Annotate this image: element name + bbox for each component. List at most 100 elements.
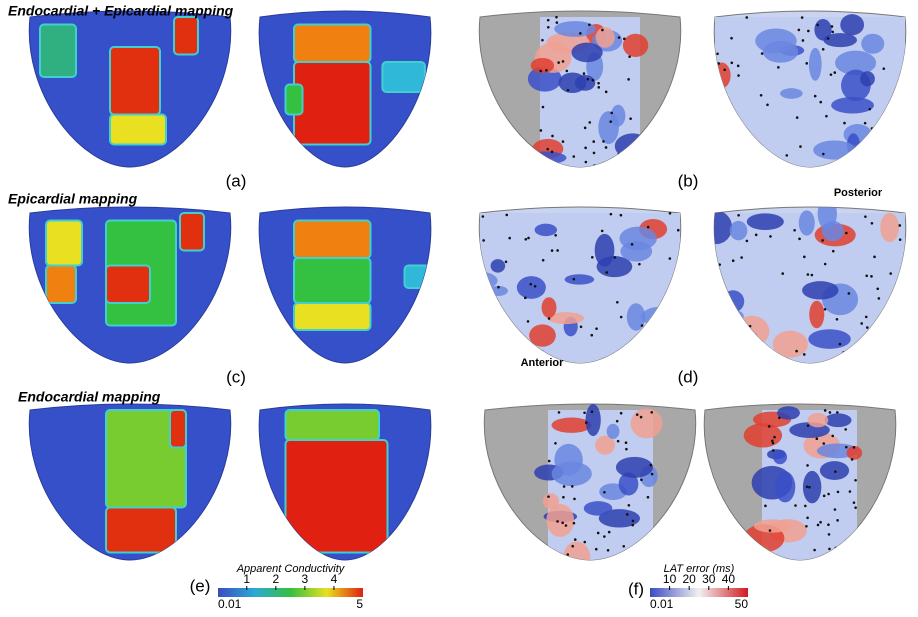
sample-point <box>605 91 608 94</box>
patches <box>700 197 905 363</box>
view-label: Anterior <box>521 357 565 369</box>
sample-point <box>583 72 586 75</box>
sample-point <box>732 321 735 324</box>
sample-point <box>567 89 570 92</box>
patch <box>744 423 783 447</box>
patch <box>722 290 744 312</box>
panel-label: (c) <box>226 367 246 386</box>
sample-point <box>761 52 764 55</box>
patches <box>462 212 681 364</box>
sample-point <box>851 458 854 461</box>
sample-point <box>876 287 879 290</box>
sample-point <box>737 214 740 217</box>
sample-point <box>814 95 817 98</box>
sample-point <box>618 36 621 39</box>
patch <box>619 227 656 251</box>
patch <box>565 274 595 284</box>
sample-point <box>864 122 867 125</box>
patch <box>773 450 787 464</box>
sample-point <box>845 232 848 235</box>
sample-point <box>647 496 650 499</box>
sample-point <box>607 549 610 552</box>
sample-point <box>796 116 799 119</box>
sample-point <box>541 39 544 42</box>
sample-point <box>807 424 810 427</box>
sample-point <box>527 237 530 240</box>
section-title: Endocardial + Epicardial mapping <box>8 3 234 19</box>
sample-point <box>745 16 748 19</box>
colorbar <box>218 588 363 597</box>
patch <box>529 324 556 346</box>
sample-point <box>546 148 549 151</box>
sample-point <box>827 523 830 526</box>
sample-point <box>587 78 590 81</box>
sample-point <box>647 226 650 229</box>
patch <box>286 410 380 440</box>
sample-point <box>825 115 828 118</box>
sample-point <box>720 337 723 340</box>
patch <box>170 410 186 448</box>
sample-point <box>572 155 575 158</box>
patch <box>860 71 875 86</box>
sample-point <box>562 60 565 63</box>
sample-point <box>834 470 837 473</box>
patch <box>861 34 884 54</box>
sample-point <box>534 285 537 288</box>
patch <box>586 404 601 436</box>
sample-point <box>766 351 769 354</box>
sample-point <box>672 346 675 349</box>
patches <box>523 16 650 167</box>
sample-point <box>803 353 806 356</box>
patch <box>719 325 757 354</box>
patch <box>809 301 824 329</box>
sample-point <box>824 308 827 311</box>
sample-point <box>813 549 816 552</box>
heart <box>479 11 680 167</box>
patch <box>294 303 371 330</box>
sample-point <box>669 212 672 215</box>
sample-point <box>629 117 632 120</box>
patch <box>554 21 596 37</box>
patch <box>546 504 574 537</box>
sample-point <box>831 25 834 28</box>
sample-point <box>828 548 831 551</box>
colorbar-label: Apparent Conductivity <box>236 563 346 575</box>
sample-point <box>588 121 591 124</box>
sample-point <box>563 485 566 488</box>
patch <box>286 85 303 115</box>
sample-point <box>556 249 559 252</box>
patch <box>46 221 82 266</box>
sample-point <box>819 101 822 104</box>
section-title: Epicardial mapping <box>8 191 138 207</box>
sample-point <box>769 235 772 238</box>
sample-point <box>804 505 807 508</box>
sample-point <box>737 74 740 77</box>
sample-point <box>539 70 542 73</box>
sample-point <box>769 529 772 532</box>
sample-point <box>766 104 769 107</box>
patch <box>808 413 829 427</box>
sample-point <box>595 327 598 330</box>
heart <box>259 404 431 560</box>
sample-point <box>824 263 827 266</box>
sample-point <box>524 297 527 300</box>
patch <box>584 501 613 515</box>
heart <box>259 11 431 167</box>
sample-point <box>677 229 680 232</box>
sample-point <box>807 30 810 33</box>
sample-point <box>831 31 834 34</box>
sample-point <box>836 519 839 522</box>
sample-point <box>649 464 652 467</box>
patch <box>552 462 592 487</box>
sample-point <box>801 16 804 19</box>
sample-point <box>554 442 557 445</box>
patch <box>840 14 864 35</box>
sample-point <box>894 325 897 328</box>
sample-point <box>597 532 600 535</box>
patches <box>106 410 186 553</box>
sample-point <box>655 312 658 315</box>
sample-point <box>817 524 820 527</box>
sample-point <box>806 464 809 467</box>
patch <box>531 58 554 73</box>
sample-point <box>723 68 726 71</box>
